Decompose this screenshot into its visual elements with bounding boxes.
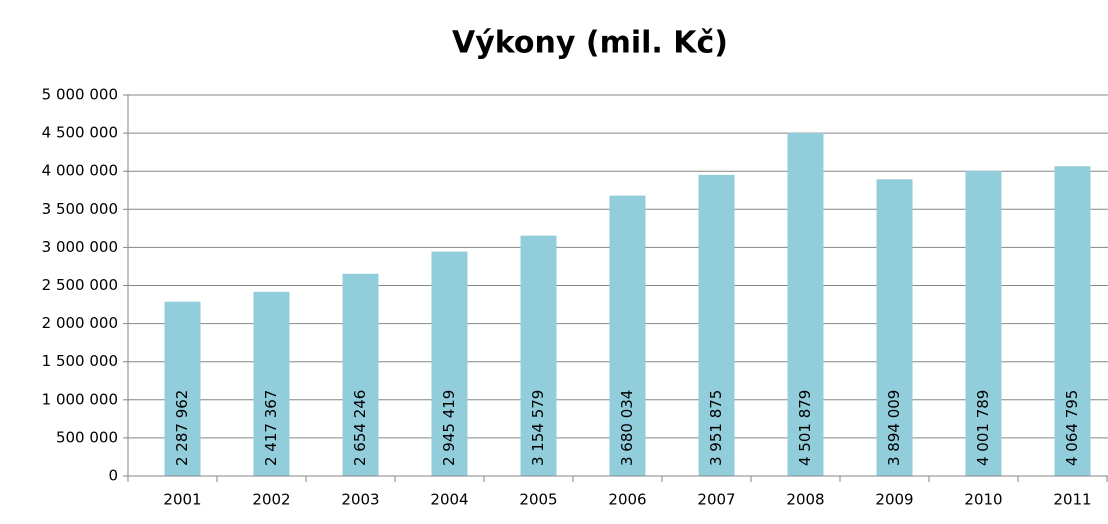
bar xyxy=(787,132,824,476)
x-tick-label: 2007 xyxy=(697,491,735,509)
bar xyxy=(1054,166,1091,476)
x-tick-label: 2001 xyxy=(163,491,201,509)
chart-title: Výkony (mil. Kč) xyxy=(452,26,728,61)
x-tick-label: 2004 xyxy=(430,491,468,509)
y-tick-label: 3 000 000 xyxy=(42,238,118,256)
x-tick-label: 2005 xyxy=(519,491,557,509)
data-label: 3 680 034 xyxy=(618,390,636,466)
x-tick-label: 2008 xyxy=(786,491,824,509)
bar xyxy=(342,273,379,476)
data-label: 4 064 795 xyxy=(1063,390,1081,466)
data-label: 4 001 789 xyxy=(974,390,992,466)
y-tick-label: 3 500 000 xyxy=(42,200,118,218)
data-label: 2 417 367 xyxy=(262,390,280,466)
data-label: 2 287 962 xyxy=(173,390,191,466)
data-label: 2 945 419 xyxy=(440,390,458,466)
bar xyxy=(520,235,557,476)
bar xyxy=(965,171,1002,477)
bar xyxy=(609,195,646,476)
bar xyxy=(431,251,468,476)
bar xyxy=(876,179,913,476)
x-tick-label: 2006 xyxy=(608,491,646,509)
y-tick-label: 500 000 xyxy=(56,428,118,446)
x-tick-label: 2011 xyxy=(1053,491,1091,509)
y-tick-label: 2 000 000 xyxy=(42,314,118,332)
y-tick-label: 1 000 000 xyxy=(42,390,118,408)
bar xyxy=(698,174,735,476)
data-label: 4 501 879 xyxy=(796,390,814,466)
x-tick-label: 2009 xyxy=(875,491,913,509)
data-label: 3 894 009 xyxy=(885,390,903,466)
data-label: 3 951 875 xyxy=(707,390,725,466)
data-label: 2 654 246 xyxy=(351,390,369,466)
y-tick-label: 4 500 000 xyxy=(42,124,118,142)
y-tick-label: 4 000 000 xyxy=(42,162,118,180)
y-tick-label: 0 xyxy=(108,467,118,485)
x-tick-label: 2003 xyxy=(341,491,379,509)
data-label: 3 154 579 xyxy=(529,390,547,466)
bar xyxy=(253,291,290,476)
x-tick-label: 2010 xyxy=(964,491,1002,509)
x-tick-label: 2002 xyxy=(252,491,290,509)
y-tick-label: 2 500 000 xyxy=(42,276,118,294)
y-tick-label: 5 000 000 xyxy=(42,86,118,104)
y-tick-label: 1 500 000 xyxy=(42,352,118,370)
bar xyxy=(164,301,201,476)
